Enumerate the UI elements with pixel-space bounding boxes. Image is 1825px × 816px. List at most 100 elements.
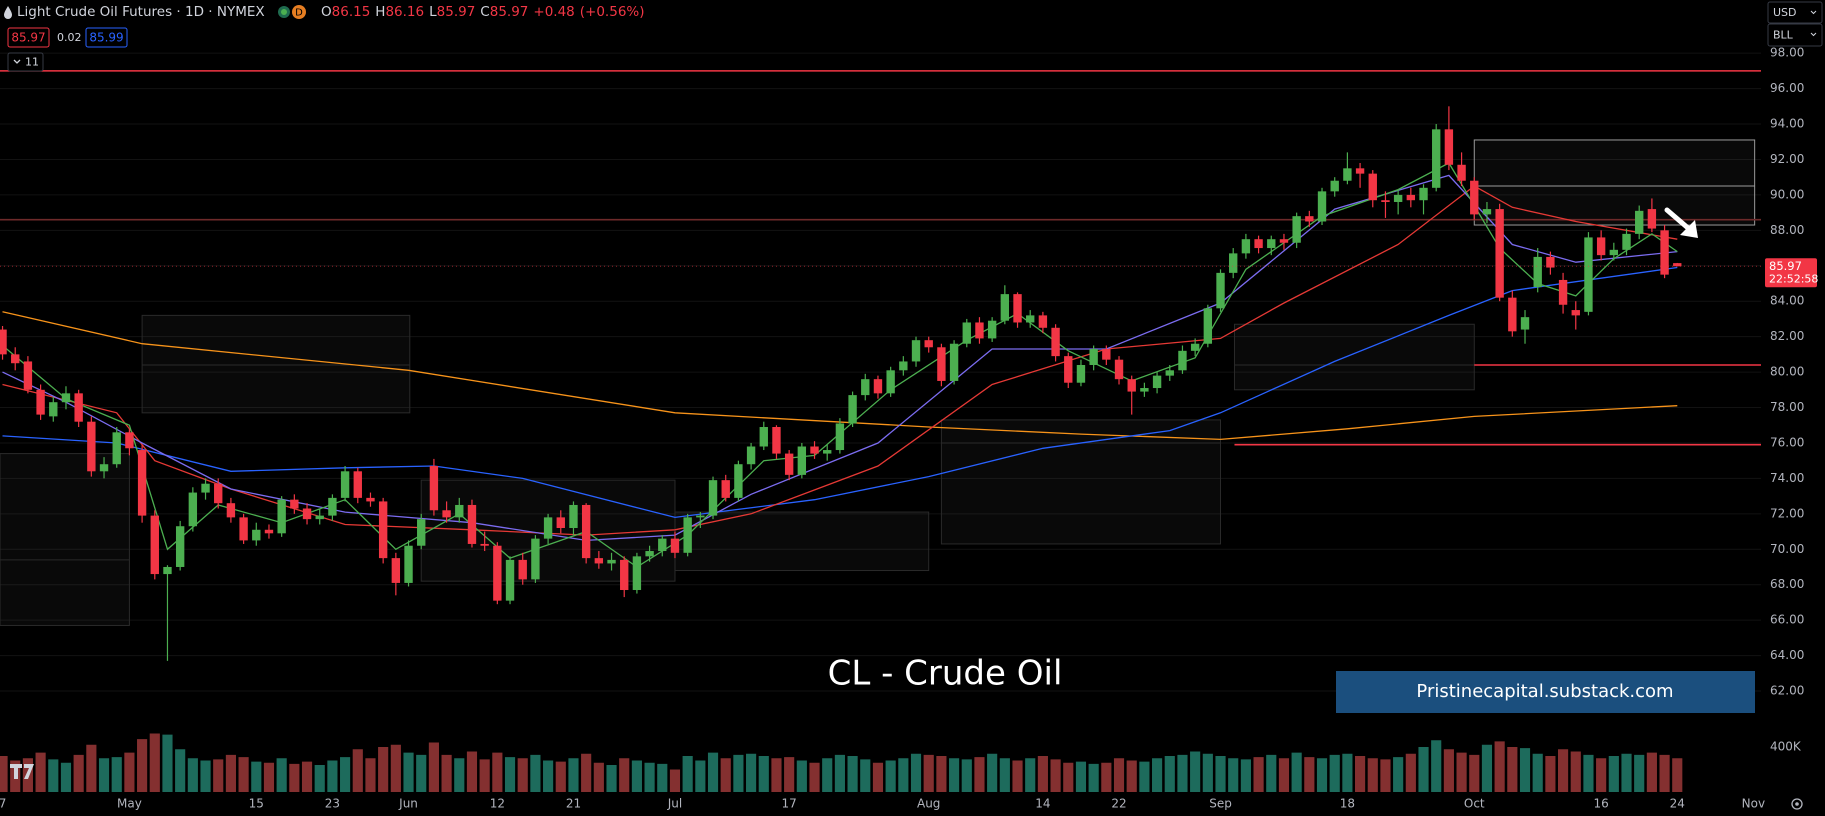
ask-price[interactable]: 85.99 [89,31,123,45]
volume-bar [1101,762,1112,792]
ask-box[interactable] [85,27,128,48]
candle-body [1241,239,1251,254]
volume-bar [1545,756,1556,792]
volume-bar [796,760,807,792]
bid-price[interactable]: 85.97 [11,31,45,45]
indicators-toggle[interactable] [7,52,44,72]
volume-bar [923,754,934,792]
logo [10,764,34,779]
x-tick-label: 24 [1670,797,1685,811]
candle-body [1495,209,1504,298]
volume-bar [1431,740,1442,792]
candle-body [87,421,96,472]
change-percent: (+0.56%) [580,4,645,20]
unit[interactable]: BLL [1773,29,1794,42]
volume-bar [1113,758,1125,792]
candle-body [290,499,299,509]
arrow-head [1680,220,1698,238]
currency[interactable]: USD [1773,6,1797,19]
candle-body [1660,230,1669,275]
volume-bar [35,752,46,792]
candle-body [772,427,781,454]
volume-bar [1126,760,1137,792]
volume-bar [416,754,427,792]
bid-box[interactable] [7,27,50,48]
candle-body [746,446,756,465]
y-tick-label: 96.00 [1770,81,1804,95]
x-tick-label: 7 [0,797,6,811]
candle-body [581,504,591,559]
candle-body [518,559,527,580]
interval-badge-bg [292,5,306,19]
candle-body [1140,388,1149,392]
volume-bar [1659,754,1670,792]
candle-body [378,501,388,559]
x-tick-label: 14 [1035,797,1050,811]
candle-body [455,504,464,518]
volume-bar [98,758,110,792]
volume-bar [898,758,909,792]
volume-bar [111,757,122,792]
candle-body [1229,253,1238,273]
candle-body [404,545,413,583]
candle-body [150,515,159,575]
candle-body [175,526,185,567]
volume-bar [162,734,173,792]
volume-bar [1418,747,1429,792]
volume-bar [822,758,833,792]
last-price-tag [1765,258,1817,288]
x-tick-label: Aug [917,797,940,811]
candle-body [1419,187,1428,201]
volume-bar [187,758,198,792]
volume-bar [365,758,376,792]
candle-body [1368,173,1377,201]
y-tick-label: 90.00 [1770,187,1804,201]
volume-bar [593,762,604,792]
candle-body [1267,239,1276,249]
volume-bar [213,759,224,792]
candle-body [1470,180,1479,215]
volume-bar [289,763,300,792]
candle-body [1673,263,1682,267]
candle-body [23,361,33,390]
volume-bar [936,756,947,792]
volume-bar [987,753,998,792]
volume-bar [378,747,389,792]
volume-bar [352,749,363,792]
settings-icon[interactable] [1791,798,1803,810]
candle-body [1343,168,1352,181]
x-tick-label: May [117,797,142,811]
candle-body [962,322,971,344]
candle-body [1330,180,1339,192]
candle-body [1076,364,1086,383]
candle-body [1393,194,1403,202]
candle-body [873,379,883,394]
volume-bar [1177,754,1188,792]
candle-body [784,453,794,475]
candle-body [328,497,337,516]
volume-bar [403,752,414,792]
volume-bar [314,765,325,792]
volume-tick-label: 400K [1770,740,1802,754]
candle-body [1026,315,1035,323]
currency-box[interactable] [1767,1,1823,24]
volume-bar [1443,749,1454,792]
candle-body [1457,164,1466,181]
candle-body [708,480,718,516]
volume-bar [733,754,744,792]
volume-bar [1393,757,1404,792]
unit-box[interactable] [1767,23,1823,47]
volume-bar [619,758,630,792]
x-tick-label: Sep [1209,797,1232,811]
candle-body [620,559,629,591]
indicators-count[interactable]: 11 [25,56,39,69]
volume-bar [1367,758,1378,792]
volume-bar [657,763,668,792]
volume-bar [961,759,972,792]
volume-bar [390,744,401,792]
candle-body [99,464,109,472]
settings-icon-core [1795,802,1799,806]
volume-bar [669,769,681,792]
zone [1473,139,1756,226]
volume-bar [225,754,236,792]
